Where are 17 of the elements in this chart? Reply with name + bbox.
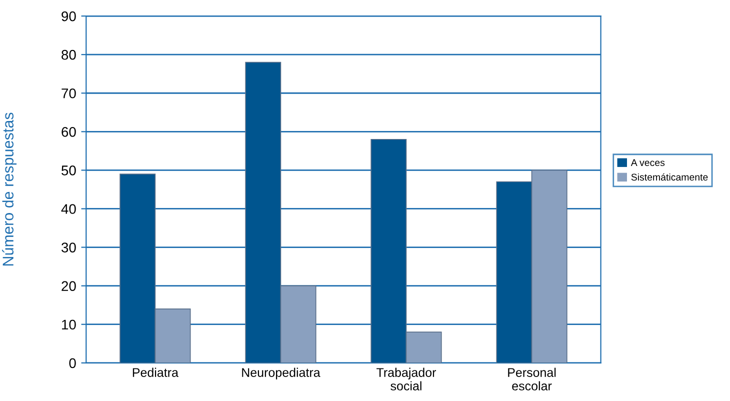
x-tick-label: Neuropediatra [242, 368, 320, 380]
legend-label: Sistemáticamente [631, 173, 708, 181]
y-tick-label: 40 [61, 204, 76, 214]
y-tick-label: 10 [62, 320, 76, 330]
y-tick-label: 30 [62, 242, 76, 252]
y-tick-label: 90 [62, 11, 76, 22]
x-tick-label: Pediatra [132, 368, 178, 377]
y-tick-label: 80 [62, 50, 76, 60]
y-tick-label: 70 [62, 88, 76, 98]
y-axis-title: Número de respuestas [2, 112, 17, 266]
y-tick-label: 20 [62, 281, 76, 291]
y-tick-label: 0 [69, 358, 76, 368]
x-tick-label: Personal escolar [508, 368, 556, 390]
y-tick-label: 50 [62, 166, 76, 176]
x-tick-label: Trabajador social [376, 368, 436, 390]
legend-label: A veces [630, 159, 665, 166]
y-tick-label: 60 [62, 126, 76, 137]
